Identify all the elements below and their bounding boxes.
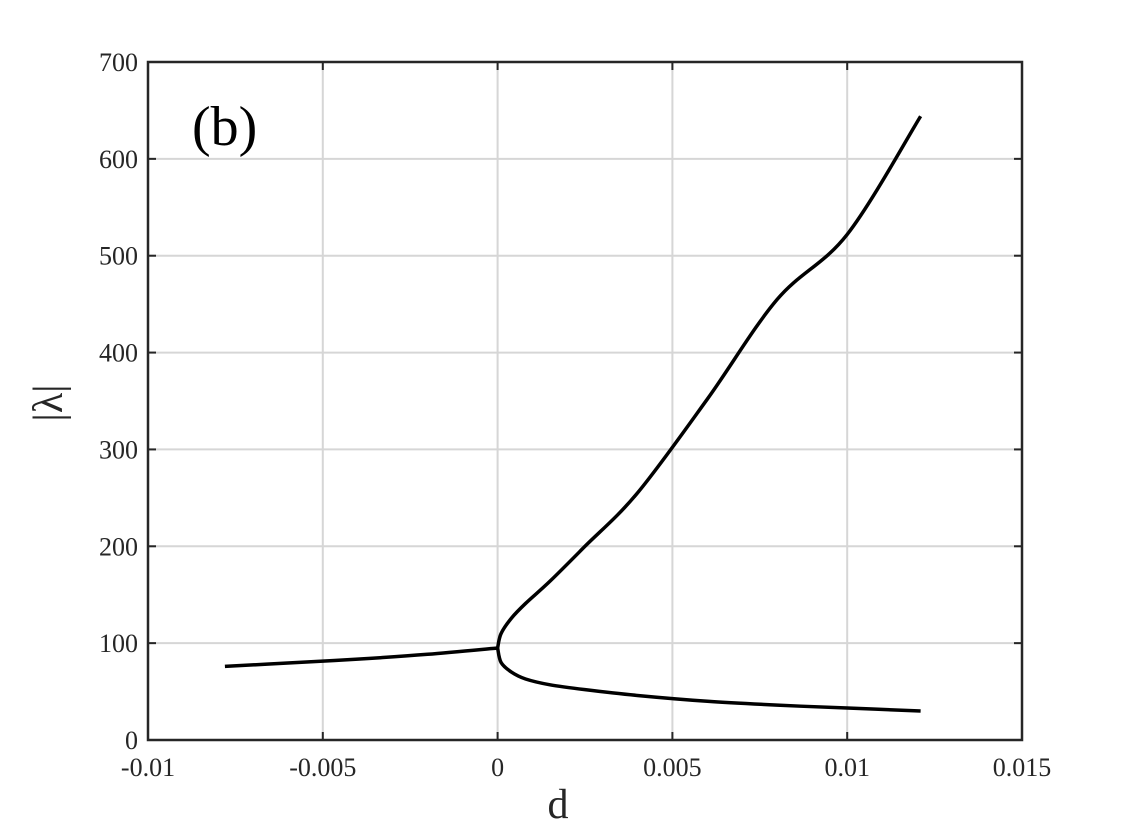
x-tick-label: 0	[491, 753, 504, 782]
panel-label: (b)	[192, 96, 257, 158]
y-tick-label: 200	[99, 532, 138, 561]
y-axis-label: |λ|	[26, 384, 72, 421]
x-axis-label: d	[548, 782, 569, 828]
series-line-1	[224, 646, 498, 669]
axes-frame	[146, 60, 1024, 742]
y-tick-label: 400	[99, 339, 138, 368]
x-tick-label: -0.01	[121, 753, 175, 782]
y-tick-labels: 0 100 200 300 400 500 600 700	[99, 48, 138, 755]
x-tick-label: 0.015	[993, 753, 1052, 782]
grid	[148, 62, 1022, 740]
x-tick-label: 0.005	[643, 753, 702, 782]
x-tick-label: -0.005	[289, 753, 356, 782]
axis-ticks	[147, 61, 1023, 741]
x-tick-label: 0.01	[824, 753, 870, 782]
series-line-2	[495, 115, 923, 649]
y-tick-label: 600	[99, 145, 138, 174]
series-line-3	[495, 647, 921, 713]
x-tick-labels: -0.01 -0.005 0 0.005 0.01 0.015	[121, 753, 1051, 782]
y-tick-label: 100	[99, 629, 138, 658]
y-tick-label: 300	[99, 435, 138, 464]
plot-area	[148, 62, 1022, 740]
series-group	[224, 115, 923, 713]
y-tick-label: 0	[125, 726, 138, 755]
y-tick-label: 500	[99, 242, 138, 271]
y-tick-label: 700	[99, 48, 138, 77]
